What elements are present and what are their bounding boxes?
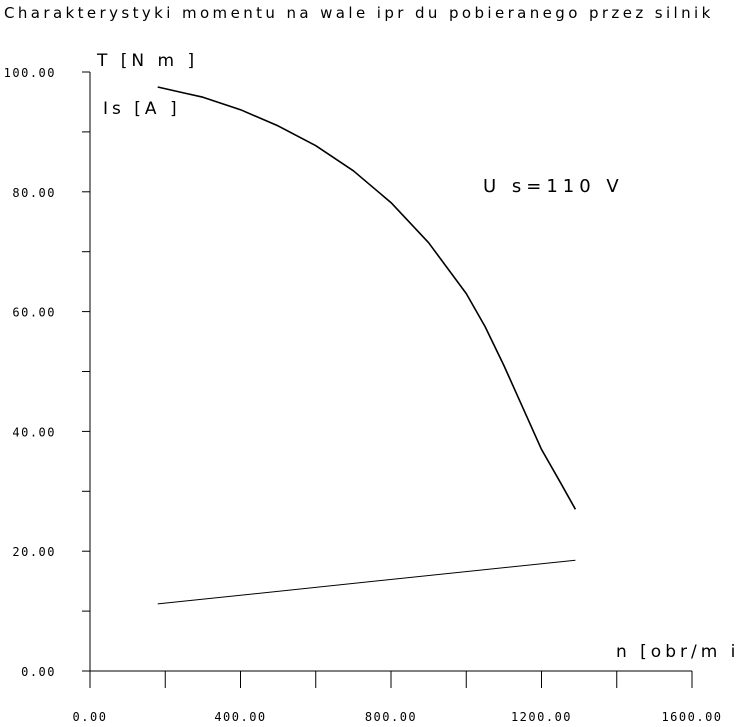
ticks xyxy=(82,71,693,688)
x-axis-label: n [obr/m in] xyxy=(616,642,736,662)
current-line xyxy=(157,559,576,605)
series-group xyxy=(157,86,577,605)
voltage-annotation: U s=110 V xyxy=(483,176,624,197)
y-axis-label-current: Is [A ] xyxy=(103,99,181,119)
tick-labels: 0.00 20.00 40.00 60.00 80.00 100.00 0.00 400.00… xyxy=(4,66,722,724)
x-tick-label: 800.00 xyxy=(365,710,417,724)
chart-title: Charakterystyki momentu na wale ipr du p… xyxy=(4,4,714,22)
x-tick-label: 0.00 xyxy=(73,710,108,724)
y-tick-label: 80.00 xyxy=(12,186,56,200)
y-tick-label: 60.00 xyxy=(12,306,56,320)
axes xyxy=(89,72,692,672)
x-tick-label: 400.00 xyxy=(214,710,266,724)
y-tick-label: 100.00 xyxy=(4,66,56,80)
y-tick-label: 40.00 xyxy=(12,425,56,439)
x-tick-label: 1200.00 xyxy=(511,710,572,724)
y-tick-label: 20.00 xyxy=(12,545,56,559)
y-axis-label-torque: T [N m ] xyxy=(96,51,198,71)
torque-curve xyxy=(157,86,577,510)
y-tick-label: 0.00 xyxy=(21,665,56,679)
x-tick-label: 1600.00 xyxy=(661,710,722,724)
